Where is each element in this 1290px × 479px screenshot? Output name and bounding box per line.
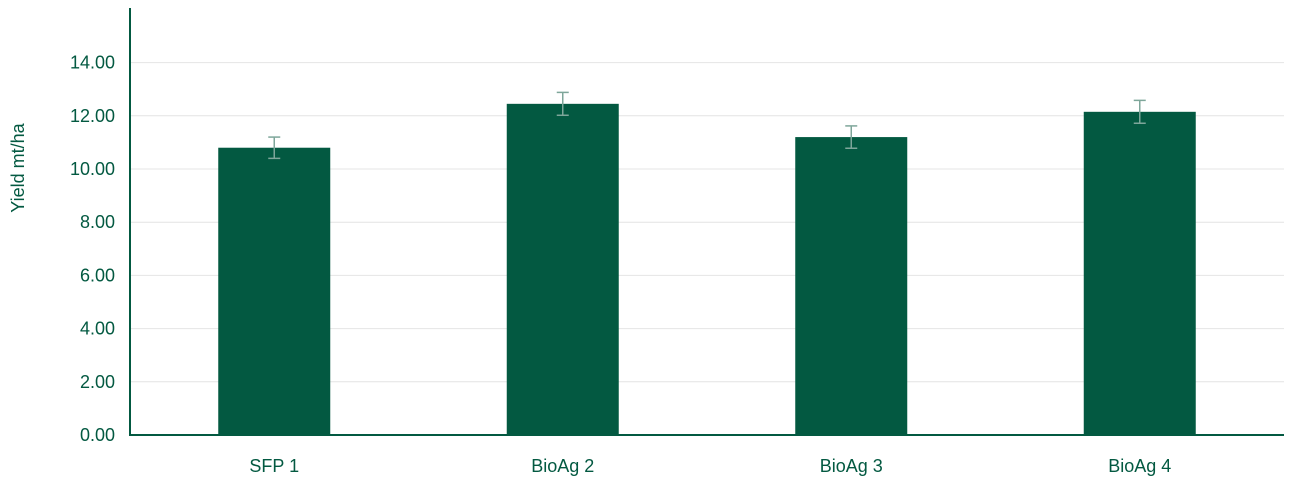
bar: [795, 137, 908, 435]
x-tick-label: BioAg 3: [820, 456, 883, 476]
bar: [1083, 111, 1196, 435]
x-tick-label: BioAg 2: [531, 456, 594, 476]
bars: [218, 103, 1196, 435]
bar: [218, 147, 331, 435]
y-tick-label: 0.00: [80, 425, 115, 445]
y-tick-label: 4.00: [80, 319, 115, 339]
y-tick-label: 12.00: [70, 106, 115, 126]
error-bars: [268, 91, 1146, 160]
y-axis-title: Yield mt/ha: [8, 122, 28, 212]
x-tick-label: SFP 1: [249, 456, 299, 476]
y-tick-label: 6.00: [80, 265, 115, 285]
y-tick-labels: 0.00 2.00 4.00 6.00 8.00 10.00 12.00 14.00: [70, 53, 115, 445]
x-tick-labels: SFP 1 BioAg 2 BioAg 3 BioAg 4: [249, 456, 1171, 476]
bar: [506, 103, 619, 435]
y-tick-label: 10.00: [70, 159, 115, 179]
y-tick-label: 14.00: [70, 53, 115, 73]
x-tick-label: BioAg 4: [1108, 456, 1171, 476]
axes: [129, 8, 1284, 436]
y-tick-label: 8.00: [80, 212, 115, 232]
y-tick-label: 2.00: [80, 372, 115, 392]
